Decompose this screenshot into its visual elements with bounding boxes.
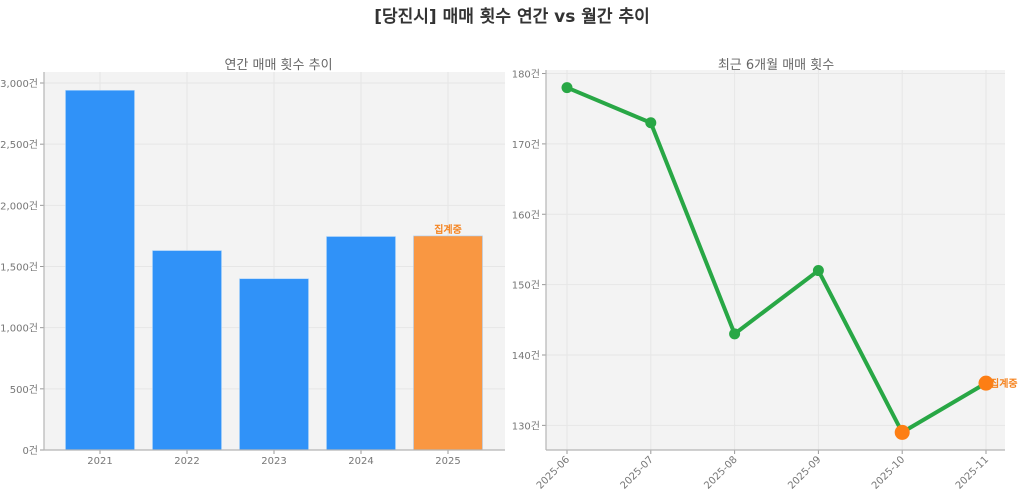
y-tick-label: 130건: [512, 420, 540, 432]
bar-2021: [65, 90, 135, 451]
x-tick-label: 2025-09: [786, 454, 823, 491]
y-tick-label: 150건: [512, 280, 540, 292]
figure-title: [당진시] 매매 횟수 연간 vs 월간 추이: [374, 7, 650, 27]
y-tick-label: 170건: [512, 139, 540, 151]
y-tick-label: 180건: [512, 69, 540, 81]
annual-bar-chart: 0건 500건 1,000건 1,500건 2,000건 2,500건 3,000건 2021…: [0, 72, 505, 467]
bar-2022: [152, 250, 222, 451]
bar-2024: [326, 236, 396, 451]
x-tick-label: 2023: [261, 456, 286, 467]
data-point-2025-07: [645, 117, 657, 129]
x-tick-label: 2025-06: [535, 454, 572, 491]
bar-2023: [239, 278, 309, 451]
data-point-2025-11: [978, 375, 994, 391]
plot-area: [546, 70, 1005, 450]
x-tick-label: 2021: [87, 456, 112, 467]
y-tick-label: 160건: [512, 209, 540, 221]
y-tick-label: 500건: [10, 384, 38, 396]
monthly-line-chart: 130건 140건 150건 160건 170건 180건 2025-06 2025-07 20…: [512, 69, 1018, 492]
in-progress-annotation: 집계중: [434, 223, 462, 236]
y-tick-label: 140건: [512, 350, 540, 362]
x-tick-label: 2022: [174, 456, 199, 467]
x-tick-label: 2025: [435, 456, 460, 467]
bar-2025: [413, 235, 483, 451]
annual-chart-title: 연간 매매 횟수 추이: [224, 58, 333, 73]
trend-line: [566, 85, 988, 435]
y-tick-label: 3,000건: [0, 78, 38, 90]
x-tick-label: 2025-10: [870, 454, 907, 491]
x-tick-label: 2024: [348, 456, 373, 467]
data-point-2025-08: [729, 328, 741, 340]
data-point-2025-06: [561, 82, 573, 94]
y-tick-label: 2,000건: [0, 200, 38, 212]
y-tick-label: 1,000건: [0, 323, 38, 335]
monthly-chart-title: 최근 6개월 매매 횟수: [717, 58, 835, 73]
x-tick-label: 2025-08: [702, 454, 739, 491]
y-tick-label: 0건: [22, 445, 38, 457]
in-progress-annotation: 집계중: [990, 377, 1018, 390]
x-tick-label: 2025-11: [954, 454, 991, 491]
y-tick-label: 1,500건: [0, 262, 38, 274]
x-tick-label: 2025-07: [619, 454, 656, 491]
data-point-2025-10: [894, 424, 910, 440]
data-point-2025-09: [812, 265, 824, 277]
y-tick-label: 2,500건: [0, 139, 38, 151]
